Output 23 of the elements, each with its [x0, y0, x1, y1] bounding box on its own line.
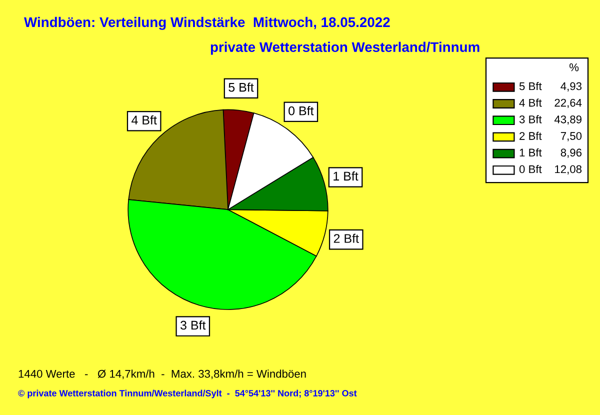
legend-label: 4 Bft [519, 98, 542, 107]
data-label: 43,89 [554, 115, 582, 125]
slice-label: 4 Bft [132, 115, 157, 124]
data-label: 12,08 [555, 165, 582, 174]
slice-label: 0 Bft [288, 106, 314, 116]
data-label: 7,50 [560, 132, 582, 142]
slice-label: 2 Bft [334, 234, 359, 243]
legend-label: 0 Bft [519, 164, 542, 174]
data-label: 22,64 [554, 98, 582, 108]
legend-label: 2 Bft [520, 132, 542, 140]
legend-label: 5 Bft [519, 82, 542, 90]
data-label: 4,93 [560, 82, 582, 92]
text: 1440 Werte - Ø 14,7km/h - Max. 33,8km/h = Windböen [18, 370, 306, 380]
legend-label: 3 Bft [519, 115, 542, 124]
slice-label: 5 Bft [228, 82, 254, 92]
slice-label: 3 Bft [180, 320, 206, 330]
legend-label: 1 Bft [520, 148, 542, 157]
slice-label: 1 Bft [334, 171, 358, 181]
legend-title: % [570, 63, 579, 72]
chart-title: Windböen: Verteilung Windstärke Mittwoch, 18.05.2022 [24, 16, 390, 30]
data-label: 8,96 [560, 148, 582, 158]
chart-subtitle: private Wetterstation Westerland/Tinnum [210, 42, 480, 55]
text: © private Wetterstation Tinnum/Westerland/Sylt - 54°54'13'' Nord; 8°19'13'' Ost [18, 390, 357, 398]
